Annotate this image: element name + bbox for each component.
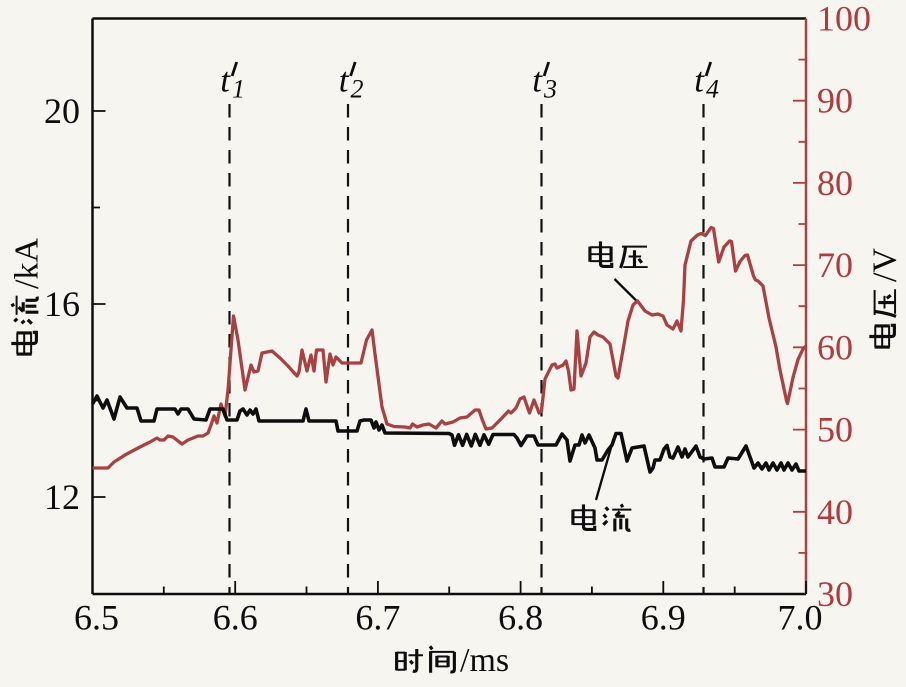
svg-text:/kA: /kA xyxy=(9,238,46,289)
svg-text:100: 100 xyxy=(817,0,871,38)
svg-text:/V: /V xyxy=(867,248,904,282)
svg-text:90: 90 xyxy=(817,81,853,121)
svg-text:6.6: 6.6 xyxy=(213,598,258,638)
svg-text:6.7: 6.7 xyxy=(355,598,400,638)
svg-text:60: 60 xyxy=(817,327,853,367)
svg-text:4: 4 xyxy=(706,75,719,104)
svg-text:12: 12 xyxy=(44,477,80,517)
svg-text:80: 80 xyxy=(817,163,853,203)
svg-text:40: 40 xyxy=(817,492,853,532)
svg-text:1: 1 xyxy=(232,75,245,104)
svg-text:/ms: /ms xyxy=(460,642,509,679)
svg-text:70: 70 xyxy=(817,245,853,285)
svg-text:6.8: 6.8 xyxy=(498,598,543,638)
svg-text:30: 30 xyxy=(817,574,853,614)
svg-text:6.5: 6.5 xyxy=(74,598,119,638)
svg-text:50: 50 xyxy=(817,410,853,450)
svg-text:t: t xyxy=(339,61,350,100)
svg-text:t: t xyxy=(532,61,543,100)
svg-text:20: 20 xyxy=(44,91,80,131)
svg-text:t: t xyxy=(220,61,231,100)
svg-text:2: 2 xyxy=(351,75,364,104)
svg-text:7.0: 7.0 xyxy=(778,598,823,638)
svg-text:t: t xyxy=(694,61,705,100)
svg-text:6.9: 6.9 xyxy=(641,598,686,638)
svg-text:3: 3 xyxy=(543,75,557,104)
svg-text:16: 16 xyxy=(44,284,80,324)
